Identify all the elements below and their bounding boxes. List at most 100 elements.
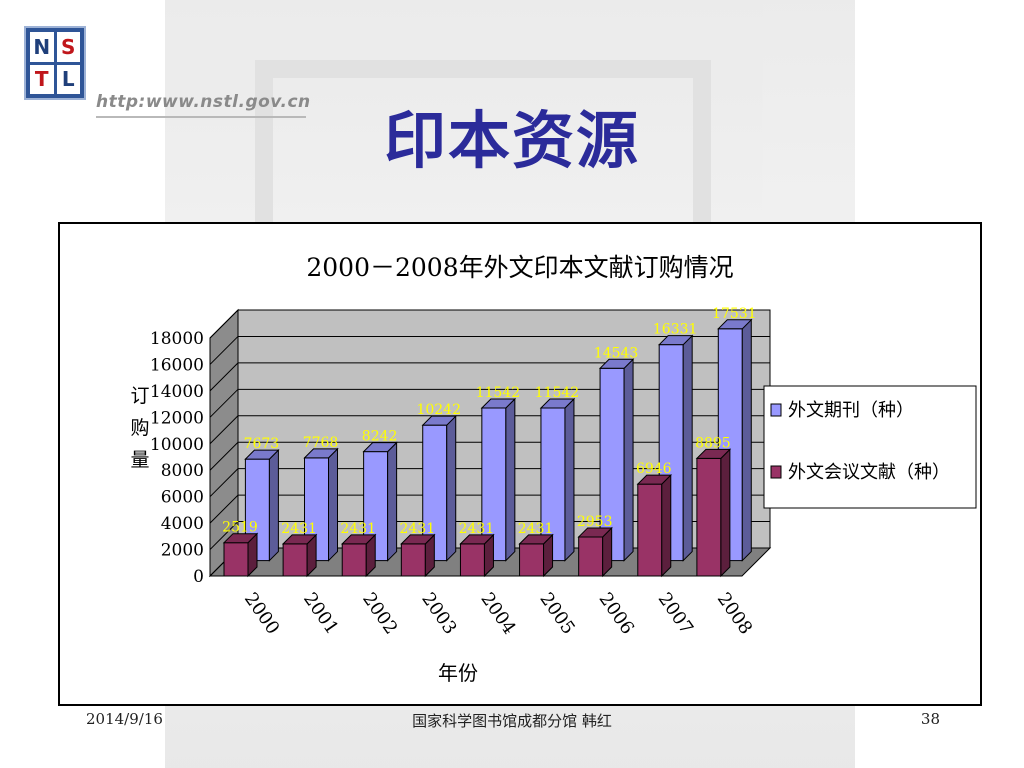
logo-letter: S: [56, 32, 80, 62]
legend-swatch-1: [770, 403, 782, 417]
y-tick-label: 8000: [161, 461, 204, 481]
bar-side-1-2008: [741, 318, 752, 562]
site-url: http:www.nstl.gov.cn: [96, 92, 311, 112]
gridline: [209, 362, 770, 392]
logo-letter: T: [30, 64, 54, 94]
data-label: 2431: [518, 521, 554, 537]
x-tick-label: 2008: [713, 589, 756, 639]
data-label: 7673: [244, 436, 280, 452]
x-tick-label: 2002: [358, 589, 401, 639]
footer-date: 2014/9/16: [86, 710, 163, 728]
x-tick-label: 2005: [535, 589, 578, 639]
bar-top-2-2000: [222, 533, 259, 544]
legend-swatch-2: [770, 465, 782, 479]
y-tick-label: 2000: [161, 541, 204, 561]
y-axis-label: 订: [130, 385, 149, 407]
bar-side-1-2004: [505, 397, 516, 562]
chart-frame: 2000－2008年外文印本文献订购情况 0 2000 4000 6000 8000 100…: [58, 222, 982, 706]
y-axis-label: 量: [130, 449, 149, 471]
data-label: 11542: [535, 385, 580, 401]
legend-box: [763, 385, 977, 509]
data-label: 14543: [594, 345, 639, 361]
data-label: 10242: [416, 402, 461, 418]
chart-title: 2000－2008年外文印本文献订购情况: [306, 253, 733, 282]
y-tick-label: 14000: [150, 382, 204, 402]
bar-chart: 2000－2008年外文印本文献订购情况 0 2000 4000 6000 8000 100…: [130, 253, 977, 685]
legend-label-1: 外文期刊（种）: [788, 400, 914, 421]
slide-title: 印本资源: [383, 104, 640, 177]
bar-2-2008: [696, 457, 722, 577]
bar-2-2006: [578, 536, 604, 577]
bar-2-2005: [519, 543, 545, 577]
data-label: 2431: [340, 521, 376, 537]
y-tick-label: 16000: [150, 355, 204, 375]
gridline: [209, 309, 770, 339]
bar-top-1-2000: [244, 449, 280, 460]
x-tick-label: 2007: [654, 589, 697, 639]
y-axis-label: 购: [130, 417, 149, 439]
bar-top-2-2004: [459, 534, 495, 545]
bar-side-1-2003: [446, 414, 457, 562]
bar-top-1-2002: [362, 442, 398, 453]
bar-top-2-2006: [577, 527, 613, 538]
bar-side-1-2007: [682, 334, 693, 562]
data-label: 2431: [281, 521, 317, 537]
data-label: 8895: [695, 435, 731, 451]
bar-side-2-2008: [720, 448, 731, 578]
data-label: 2431: [400, 521, 436, 537]
data-label: 6946: [636, 461, 672, 477]
data-label: 8242: [362, 429, 398, 445]
bar-2-2001: [282, 543, 308, 577]
gridline: [209, 521, 770, 550]
y-tick-label: 12000: [150, 408, 204, 428]
bar-top-2-2007: [636, 474, 672, 485]
gridline: [209, 468, 770, 498]
y-tick-label: 4000: [161, 514, 204, 534]
footer-center-text: 国家科学图书馆成都分馆 韩红: [412, 712, 612, 730]
x-tick-label: 2004: [476, 589, 519, 639]
bar-top-1-2007: [657, 335, 694, 346]
bar-side-2-2007: [661, 473, 672, 578]
data-label: 2431: [459, 521, 495, 537]
bar-2-2002: [341, 543, 367, 577]
logo-letter: N: [30, 32, 54, 62]
data-label: 16331: [653, 322, 698, 338]
x-tick-label: 2006: [595, 589, 638, 639]
legend-label-2: 外文会议文献（种）: [788, 462, 950, 483]
x-tick-label: 2003: [417, 589, 460, 639]
gridline: [209, 415, 770, 445]
bar-side-1-2006: [623, 358, 634, 562]
bar-top-2-2002: [341, 534, 377, 545]
x-axis-label: 年份: [438, 661, 478, 685]
bar-2-2007: [637, 483, 663, 577]
bar-top-1-2003: [421, 415, 457, 426]
url-underline: [96, 116, 306, 118]
gridline: [209, 441, 770, 471]
gridline: [209, 494, 770, 524]
data-label: 17531: [712, 306, 757, 322]
y-tick-label: 10000: [150, 435, 204, 455]
bar-top-2-2008: [695, 448, 732, 459]
bar-top-1-2006: [598, 358, 635, 369]
bar-top-1-2008: [717, 319, 753, 330]
data-label: 7768: [303, 435, 339, 451]
data-label: 2953: [577, 514, 613, 530]
x-tick-label: 2001: [299, 589, 342, 639]
logo-letter: L: [56, 64, 80, 94]
bar-top-2-2003: [400, 534, 436, 545]
footer-page-number: 38: [920, 710, 940, 728]
bar-side-1-2002: [387, 441, 398, 562]
bar-top-1-2001: [303, 448, 339, 459]
bar-side-1-2005: [564, 397, 575, 562]
gridline: [209, 388, 770, 418]
y-tick-label: 18000: [150, 329, 204, 349]
bar-top-2-2005: [518, 534, 554, 545]
x-tick-label: 2000: [240, 589, 283, 639]
data-label: 11542: [476, 385, 521, 401]
bar-top-2-2001: [281, 534, 318, 545]
data-label: 2519: [222, 520, 258, 536]
bar-top-1-2004: [480, 398, 517, 409]
bar-side-1-2001: [328, 447, 339, 562]
bar-side-1-2000: [268, 448, 279, 562]
bar-2-2000: [223, 542, 249, 577]
